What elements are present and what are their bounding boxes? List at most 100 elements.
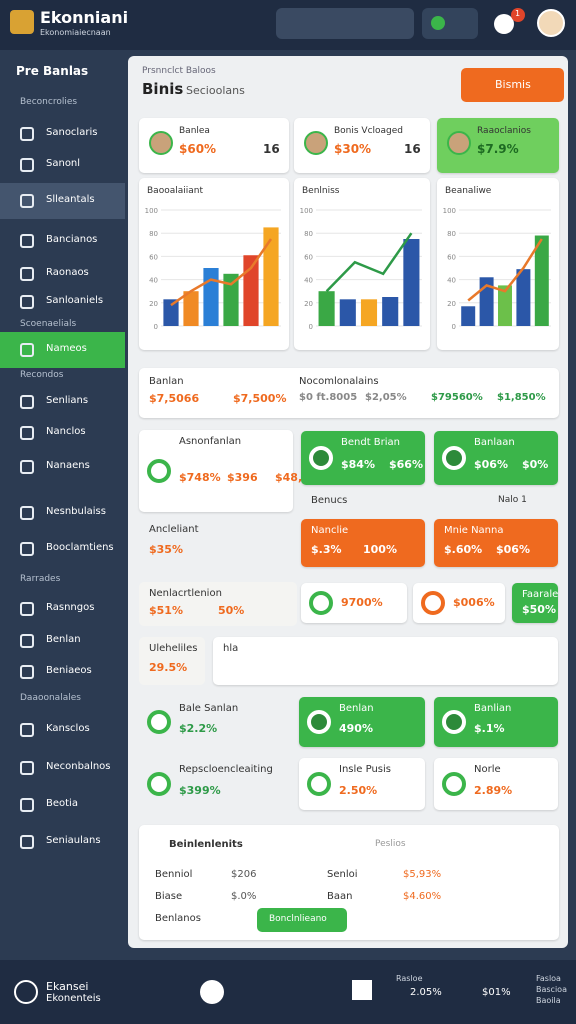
list-button[interactable]: Bonclnlieano (257, 908, 347, 932)
card-value: $84% (341, 458, 375, 471)
sidebar-item[interactable]: Sanloaniels (0, 293, 125, 311)
info-card: Ancleliant $35% (139, 518, 293, 568)
y-tick-label: 60 (447, 253, 456, 261)
notification-button[interactable] (494, 14, 514, 34)
sidebar-item[interactable]: Booclamtiens (0, 540, 125, 558)
list-cell: Baan (327, 891, 353, 902)
sidebar-icon (20, 158, 34, 172)
sidebar-item[interactable]: Nanclos (0, 424, 125, 442)
sidebar-label: Sanoclaris (46, 127, 98, 138)
sidebar-item[interactable]: Nesnbulaiss (0, 504, 125, 522)
info-card: Uleheliles 29.5% (139, 637, 205, 685)
home-button[interactable] (352, 980, 372, 1000)
summary-value: $2,05% (365, 392, 407, 403)
sidebar-item[interactable]: Sanonl (0, 156, 125, 174)
action-button[interactable]: Bismis (461, 68, 564, 102)
list-cell: $.0% (231, 891, 257, 902)
footer-brand-sub: Ekonenteis (46, 993, 101, 1004)
sidebar-section: Rarrades (20, 574, 61, 584)
stat-card: Banlea $60% 16 (139, 118, 289, 173)
sidebar-item[interactable]: Beotia (0, 796, 125, 814)
info-card: Faarale $50% (512, 583, 558, 623)
list-cell: Benniol (155, 869, 193, 880)
breadcrumb: Prsnnclct Baloos (142, 66, 216, 76)
bar (203, 268, 219, 326)
bar (339, 299, 356, 326)
card-label: Faarale (522, 589, 559, 600)
y-tick-label: 20 (149, 300, 158, 308)
card-label: Nenlacrtlenion (149, 588, 222, 599)
summary-value: $7,5066 (149, 392, 200, 405)
sidebar-item[interactable]: Bancianos (0, 232, 125, 250)
chart: 0 20 40 60 80 100 (300, 207, 422, 331)
sidebar-item[interactable]: Seniaulans (0, 833, 125, 851)
sidebar-label: Nameos (46, 343, 87, 354)
info-card: Asnonfanlan$748%$396$48,51% (139, 430, 328, 512)
notification-count: 1 (515, 9, 521, 18)
sidebar-icon (20, 343, 34, 357)
sidebar-label: Benlan (46, 634, 81, 645)
chart-title: Baooalaiiant (147, 186, 203, 196)
sidebar-item[interactable]: Beniaeos (0, 663, 125, 681)
sidebar-label: Nanclos (46, 426, 86, 437)
sidebar-item[interactable]: Neconbalnos (0, 759, 125, 777)
sidebar-item[interactable]: Slleantals (0, 183, 125, 219)
sidebar-item[interactable]: Nanaens (0, 458, 125, 476)
stat-value: $60% (179, 142, 217, 156)
sidebar-item[interactable]: Sanoclaris (0, 125, 125, 143)
y-tick-label: 40 (149, 277, 158, 285)
sidebar-icon (20, 267, 34, 281)
stat-avatar (447, 131, 471, 155)
summary-value: $0 ft.8005 (299, 392, 358, 403)
stat-card: Bonis Vcloaged $30% 16 (294, 118, 430, 173)
sidebar-item[interactable]: Nameos (0, 332, 125, 368)
summary-label: Banlan (149, 376, 184, 387)
stat-extra: 16 (263, 142, 280, 156)
footer-stat-value: 2.05% (410, 987, 442, 998)
sidebar-item[interactable]: Benlan (0, 632, 125, 650)
footer-logo (14, 980, 38, 1004)
location-button[interactable] (200, 980, 224, 1004)
y-tick-label: 20 (304, 300, 313, 308)
card-icon (442, 446, 466, 470)
card-label: Asnonfanlan (179, 436, 242, 447)
stat-avatar (304, 131, 328, 155)
logo-icon (10, 10, 34, 34)
card-value: 9700% (341, 596, 383, 609)
sidebar-item[interactable]: Rasnngos (0, 600, 125, 618)
info-card: Nanclie $.3% 100% (301, 519, 425, 567)
card-value: 100% (363, 543, 397, 556)
list-title: Beinlenlenits (169, 839, 243, 850)
info-card: Benlan 490% (299, 697, 425, 747)
list-meta: Peslios (375, 839, 406, 849)
card-label: Norle (474, 764, 501, 775)
info-card: Mnie Nanna $.60% $06% (434, 519, 558, 567)
card-label: Bale Sanlan (179, 703, 239, 714)
card-icon (309, 591, 333, 615)
search-box[interactable] (276, 8, 414, 39)
avatar[interactable] (537, 9, 565, 37)
summary-card: Banlan $7,5066 $7,500% Nocomlonalains $0 ft.… (139, 368, 559, 418)
sidebar-label: Nanaens (46, 460, 90, 471)
sidebar-item[interactable]: Raonaos (0, 265, 125, 283)
info-card: Banlian $.1% (434, 697, 558, 747)
summary-value: $79560% (431, 392, 483, 403)
sidebar-label: Kansclos (46, 723, 90, 734)
sidebar-label: Beniaeos (46, 665, 92, 676)
card-value: $35% (149, 543, 183, 556)
card-value: 29.5% (149, 661, 188, 674)
chart-card: Baooalaiiant 0 20 40 60 80 100 (139, 178, 289, 350)
sidebar-item[interactable]: Senlians (0, 393, 125, 411)
y-tick-label: 100 (300, 207, 313, 215)
sidebar-item[interactable]: Kansclos (0, 721, 125, 739)
footer-link: Bascioa (536, 985, 567, 994)
summary-label: Nocomlonalains (299, 376, 379, 387)
bar (223, 273, 239, 326)
sidebar-label: Bancianos (46, 234, 98, 245)
bar (498, 285, 512, 326)
footer-link: Fasloa (536, 974, 561, 983)
toggle-dot (431, 16, 445, 30)
bar (243, 255, 259, 326)
card-value: $50% (522, 603, 556, 616)
trend-line (170, 238, 273, 307)
